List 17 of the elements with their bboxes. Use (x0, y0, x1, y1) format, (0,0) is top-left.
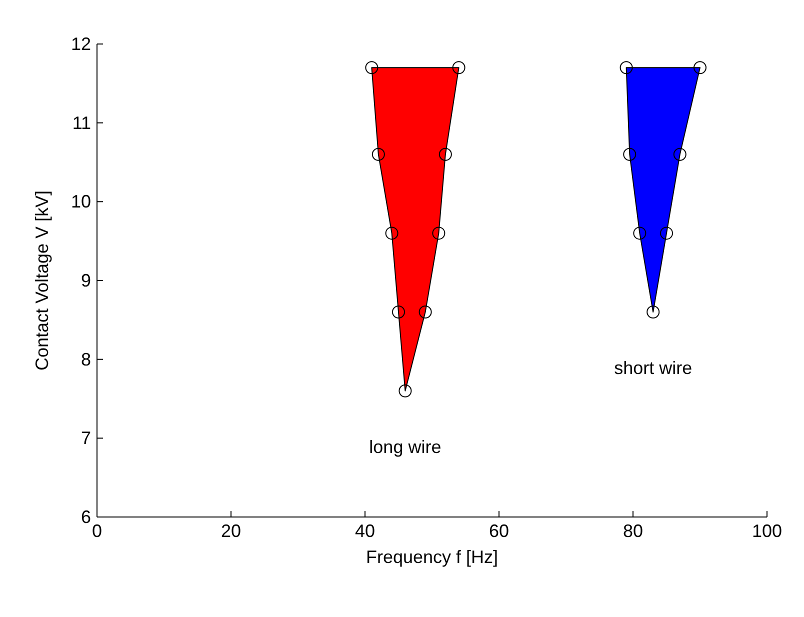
annotation: short wire (614, 358, 692, 378)
x-tick-label: 20 (220, 521, 242, 541)
y-axis-title: Contact Voltage V [kV] (32, 190, 52, 371)
y-tick-label: 7 (80, 428, 91, 448)
y-tick-label: 12 (70, 34, 91, 54)
x-tick-label: 80 (622, 521, 644, 541)
y-tick-label: 6 (80, 507, 91, 527)
x-tick-label: 100 (752, 521, 782, 541)
annotation: long wire (369, 436, 442, 457)
x-tick-label: 0 (92, 521, 102, 541)
y-tick-label: 11 (72, 112, 91, 133)
x-tick-label: 60 (488, 521, 510, 541)
y-tick-label: 8 (80, 349, 91, 370)
x-axis-title: Frequency f [Hz] (366, 547, 498, 567)
x-tick-label: 40 (354, 521, 376, 541)
y-tick-label: 9 (80, 270, 91, 290)
y-tick-label: 10 (70, 192, 91, 212)
